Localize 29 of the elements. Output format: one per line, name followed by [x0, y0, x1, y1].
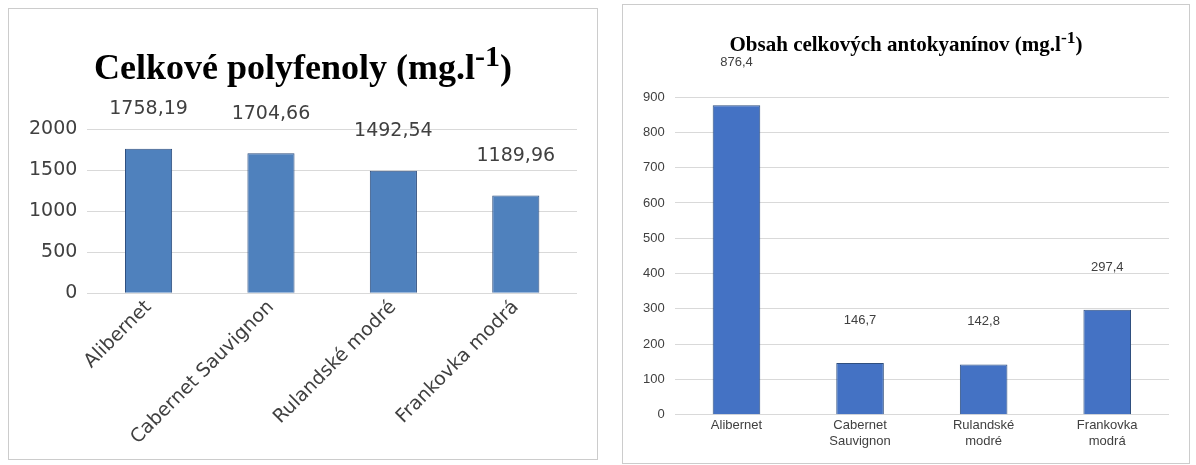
y-tick-label: 200	[642, 335, 665, 351]
x-tick-label: Frankovka modrá	[1076, 417, 1139, 448]
data-label: 146,7	[843, 312, 877, 328]
data-label: 142,8	[967, 313, 1000, 329]
y-tick-label: 500	[642, 229, 665, 245]
y-tick-label: 2000	[28, 115, 78, 138]
chart-title: Celkové polyfenoly (mg.l$^{-1}$)	[93, 39, 513, 89]
y-tick-label: 500	[41, 239, 78, 262]
data-label: 1492,54	[354, 118, 433, 141]
x-tick-label: Alibernet	[710, 417, 763, 433]
y-tick-label: 1500	[28, 156, 78, 179]
y-tick-label: 400	[642, 265, 665, 281]
y-tick-label: 0	[65, 280, 78, 303]
y-tick-label: 100	[642, 371, 665, 387]
y-tick-label: 0	[657, 406, 665, 422]
data-label: 297,4	[1090, 258, 1124, 274]
data-label: 1758,19	[109, 96, 188, 119]
chart-title: Obsah celkových antokyanínov (mg.l$^{-1}$)	[728, 27, 1084, 57]
y-tick-label: 300	[642, 300, 665, 316]
data-label: 1704,66	[231, 100, 311, 123]
x-tick-label: Cabernet Sauvignon	[829, 417, 891, 448]
y-tick-label: 900	[642, 88, 665, 104]
data-label: 1189,96	[476, 142, 556, 165]
y-tick-label: 700	[642, 159, 665, 175]
y-tick-label: 800	[642, 123, 665, 139]
x-tick-label: Rulandské modré	[952, 417, 1015, 448]
data-label: 876,4	[720, 54, 753, 70]
y-tick-label: 1000	[28, 198, 78, 220]
y-tick-label: 600	[642, 194, 665, 210]
